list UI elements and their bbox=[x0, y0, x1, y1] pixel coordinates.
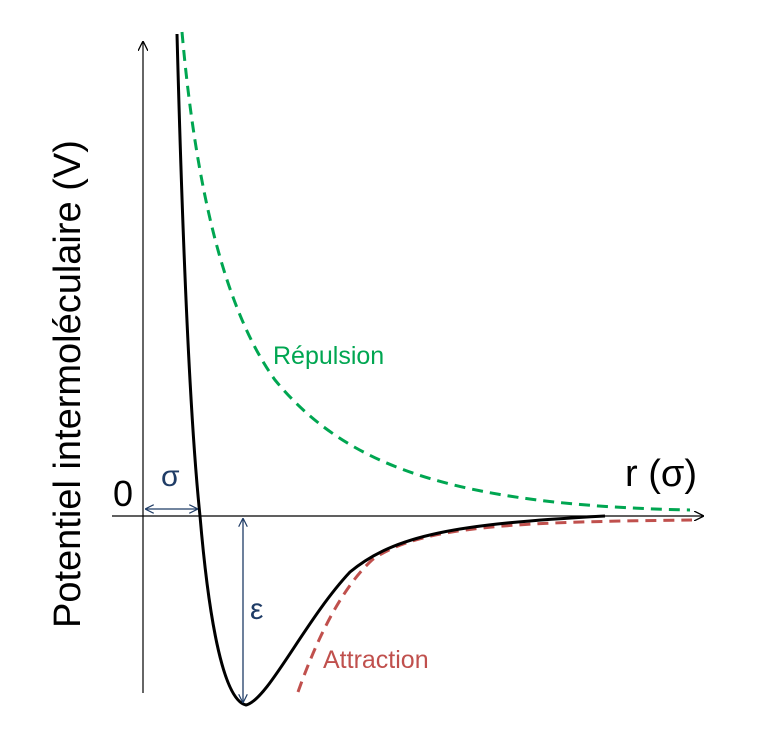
y-axis-label: Potentiel intermoléculaire (V) bbox=[47, 140, 89, 628]
attraction-curve bbox=[296, 518, 693, 693]
attraction-label: Attraction bbox=[323, 646, 429, 674]
x-axis-label: r (σ) bbox=[625, 453, 697, 495]
repulsion-curve bbox=[180, 31, 691, 512]
epsilon-label: ε bbox=[250, 593, 263, 626]
repulsion-label: Répulsion bbox=[273, 342, 384, 370]
zero-label: 0 bbox=[113, 473, 133, 514]
potential-curve bbox=[175, 33, 606, 707]
sigma-label: σ bbox=[161, 460, 180, 493]
